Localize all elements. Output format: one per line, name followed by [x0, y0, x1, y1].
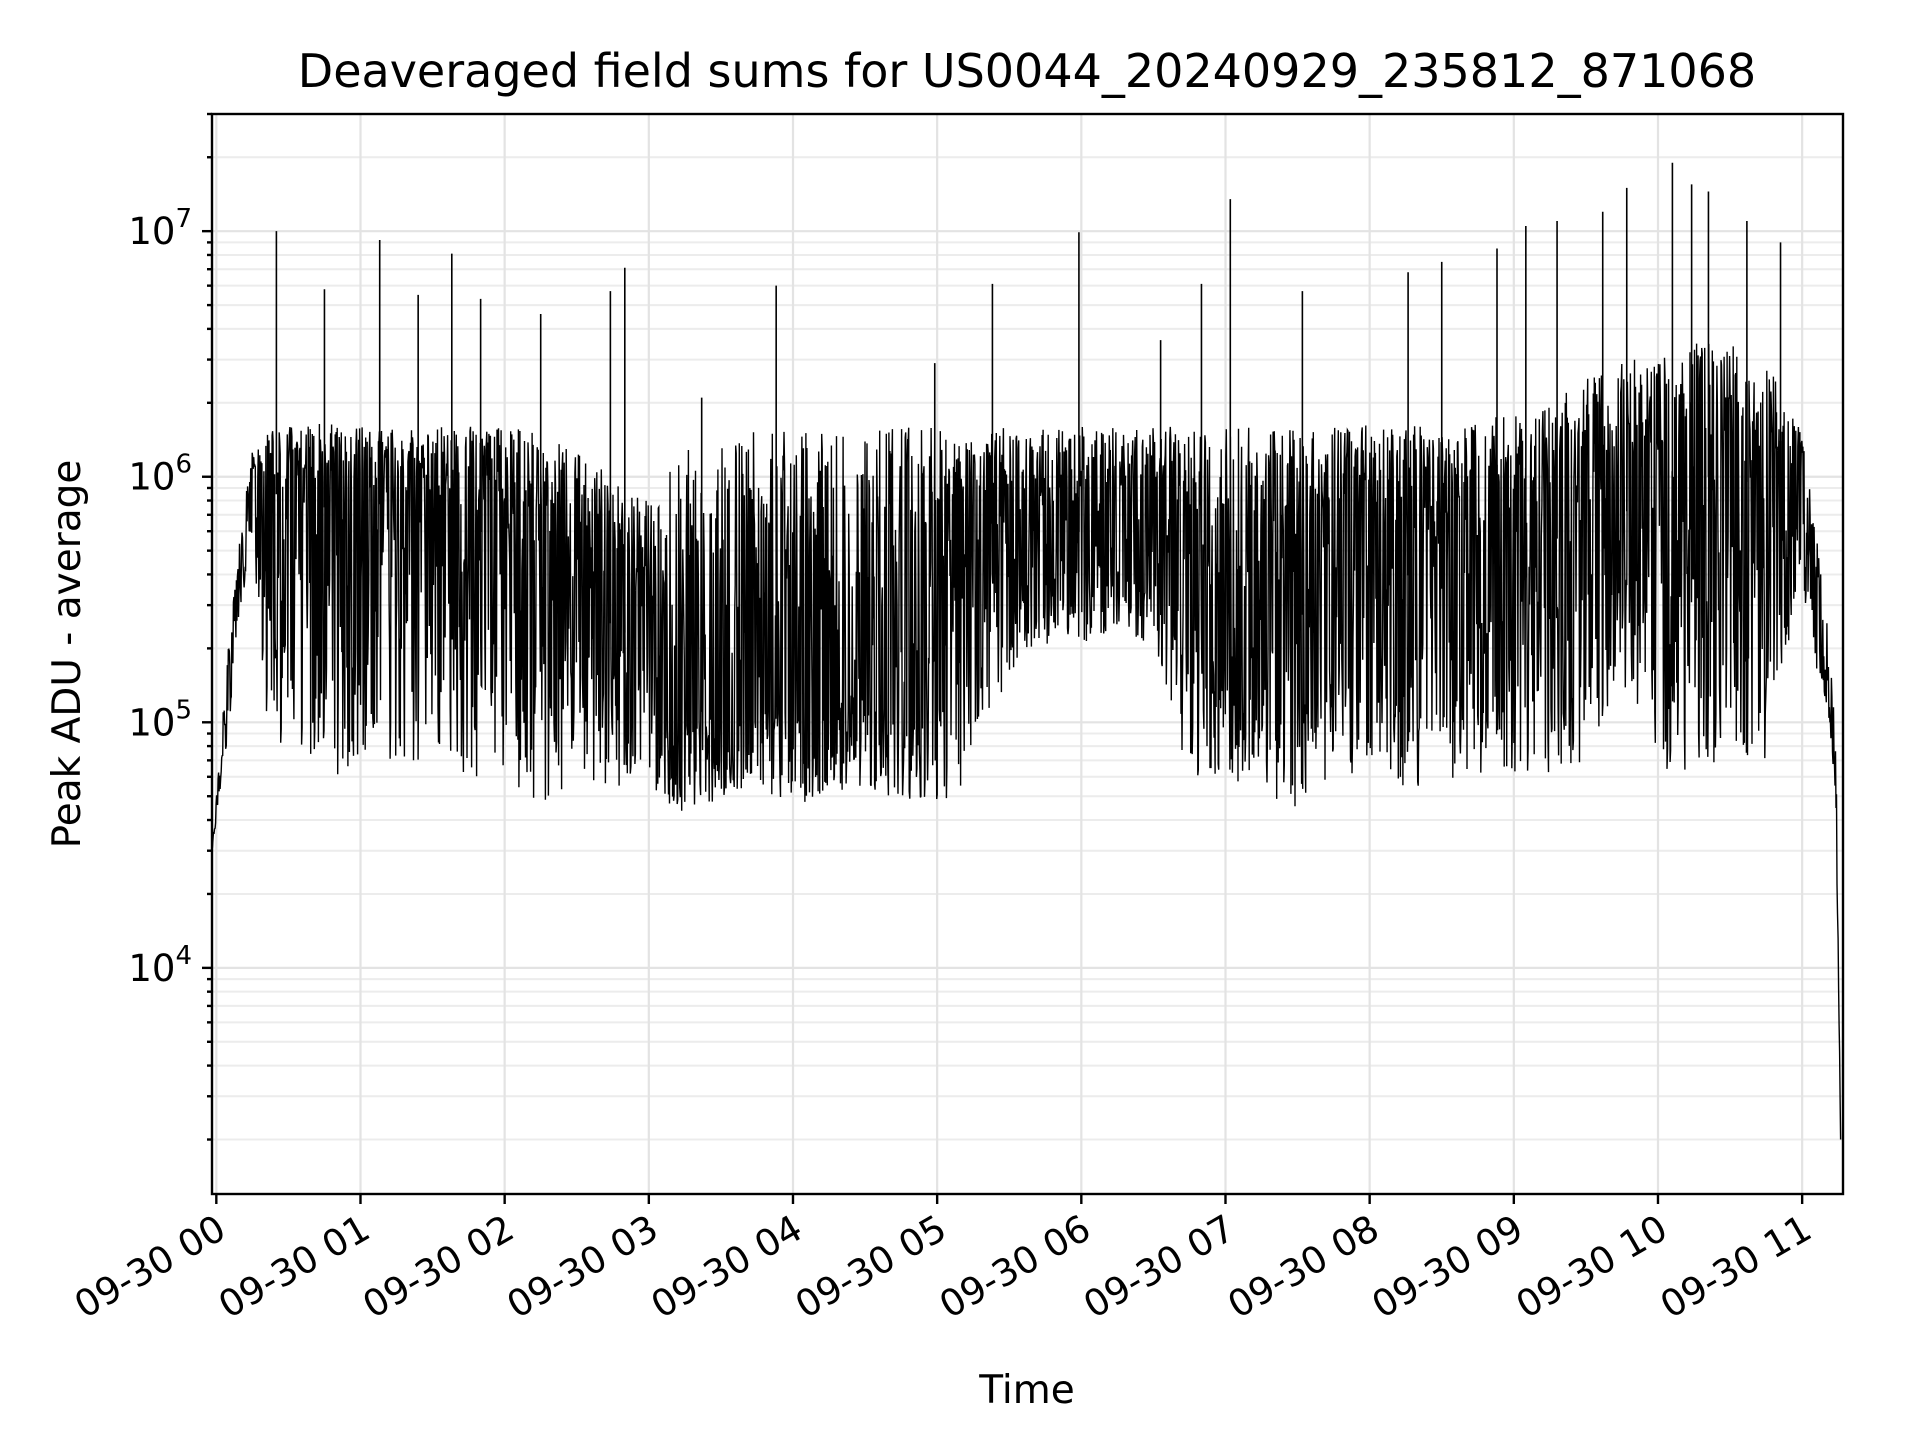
- x-tick-label: 09-30 10: [1509, 1207, 1675, 1327]
- x-tick-label: 09-30 01: [211, 1207, 377, 1327]
- series-line: [212, 343, 1842, 1140]
- chart-title: Deaveraged field sums for US0044_2024092…: [298, 44, 1756, 98]
- x-tick-label: 09-30 04: [644, 1207, 810, 1327]
- x-tick-label: 09-30 07: [1076, 1207, 1242, 1327]
- x-tick-label: 09-30 05: [788, 1207, 954, 1327]
- series-layer: [212, 162, 1842, 1140]
- x-tick-label: 09-30 08: [1221, 1207, 1387, 1327]
- plot-frame: [210, 112, 1845, 1196]
- x-tick-label: 09-30 06: [932, 1207, 1098, 1327]
- x-tick-label: 09-30 11: [1653, 1207, 1819, 1327]
- x-axis-label: Time: [978, 1368, 1074, 1413]
- y-tick-label: 105: [128, 695, 192, 744]
- x-tick-label: 09-30 02: [356, 1207, 522, 1327]
- y-axis-label: Peak ADU - average: [45, 460, 90, 849]
- x-tick-label: 09-30 09: [1365, 1207, 1531, 1327]
- y-tick-label: 106: [128, 450, 192, 499]
- y-tick-label: 107: [128, 204, 192, 253]
- x-tick-label: 09-30 03: [500, 1207, 666, 1327]
- x-tick-label: 09-30 00: [67, 1207, 233, 1327]
- y-tick-label: 104: [128, 941, 192, 990]
- y-axis: 104 105 106 107: [128, 112, 212, 1141]
